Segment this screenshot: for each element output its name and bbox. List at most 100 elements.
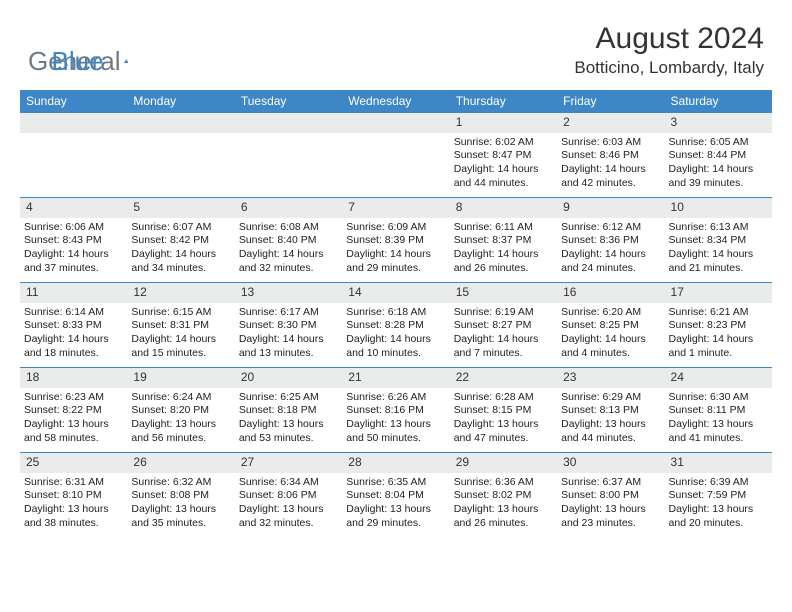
sunrise-line: Sunrise: 6:29 AM — [561, 391, 660, 405]
day-cell: 24 Sunrise: 6:30 AMSunset: 8:11 PMDayligh… — [665, 368, 772, 452]
daylight-line: Daylight: 14 hours and 7 minutes. — [454, 333, 553, 360]
sunrise-line: Sunrise: 6:25 AM — [239, 391, 338, 405]
sunset-line: Sunset: 8:43 PM — [24, 234, 123, 248]
daylight-line: Daylight: 14 hours and 32 minutes. — [239, 248, 338, 275]
sunset-line: Sunset: 8:40 PM — [239, 234, 338, 248]
sunrise-line: Sunrise: 6:09 AM — [346, 221, 445, 235]
daylight-line: Daylight: 14 hours and 4 minutes. — [561, 333, 660, 360]
sunset-line: Sunset: 8:04 PM — [346, 489, 445, 503]
day-number: 31 — [665, 453, 772, 473]
sunrise-line: Sunrise: 6:30 AM — [669, 391, 768, 405]
title-block: August 2024 Botticino, Lombardy, Italy — [574, 22, 764, 78]
day-cell: 25Sunrise: 6:31 AMSunset: 8:10 PMDayligh… — [20, 453, 127, 537]
daylight-line: Daylight: 13 hours and 41 minutes. — [669, 418, 768, 445]
day-cell: 6 Sunrise: 6:08 AMSunset: 8:40 PMDaylight… — [235, 198, 342, 282]
day-cell: 3Sunrise: 6:05 AMSunset: 8:44 PMDaylight… — [665, 113, 772, 197]
sunrise-line: Sunrise: 6:24 AM — [131, 391, 230, 405]
daylight-line: Daylight: 13 hours and 47 minutes. — [454, 418, 553, 445]
sunset-line: Sunset: 8:33 PM — [24, 319, 123, 333]
sunset-line: Sunset: 8:46 PM — [561, 149, 660, 163]
day-number: 22 — [450, 368, 557, 388]
daylight-line: Daylight: 13 hours and 29 minutes. — [346, 503, 445, 530]
sunset-line: Sunset: 8:02 PM — [454, 489, 553, 503]
daylight-line: Daylight: 14 hours and 26 minutes. — [454, 248, 553, 275]
day-cell: 16Sunrise: 6:20 AMSunset: 8:25 PMDayligh… — [557, 283, 664, 367]
daylight-line: Daylight: 14 hours and 10 minutes. — [346, 333, 445, 360]
day-number-empty — [235, 113, 342, 133]
day-cell: 1Sunrise: 6:02 AMSunset: 8:47 PMDaylight… — [450, 113, 557, 197]
day-cell: 10Sunrise: 6:13 AMSunset: 8:34 PMDayligh… — [665, 198, 772, 282]
day-number: 20 — [235, 368, 342, 388]
day-cell: 5Sunrise: 6:07 AMSunset: 8:42 PMDaylight… — [127, 198, 234, 282]
day-number: 8 — [450, 198, 557, 218]
day-number: 17 — [665, 283, 772, 303]
day-cell: 27Sunrise: 6:34 AMSunset: 8:06 PMDayligh… — [235, 453, 342, 537]
day-number: 2 — [557, 113, 664, 133]
daylight-line: Daylight: 14 hours and 24 minutes. — [561, 248, 660, 275]
day-number: 18 — [20, 368, 127, 388]
daylight-line: Daylight: 14 hours and 39 minutes. — [669, 163, 768, 190]
daylight-line: Daylight: 14 hours and 37 minutes. — [24, 248, 123, 275]
sunset-line: Sunset: 8:39 PM — [346, 234, 445, 248]
sunrise-line: Sunrise: 6:32 AM — [131, 476, 230, 490]
day-number: 6 — [235, 198, 342, 218]
daylight-line: Daylight: 14 hours and 1 minute. — [669, 333, 768, 360]
sunrise-line: Sunrise: 6:17 AM — [239, 306, 338, 320]
day-number: 24 — [665, 368, 772, 388]
sunrise-line: Sunrise: 6:26 AM — [346, 391, 445, 405]
daylight-line: Daylight: 13 hours and 20 minutes. — [669, 503, 768, 530]
sunset-line: Sunset: 8:30 PM — [239, 319, 338, 333]
day-cell: 18 Sunrise: 6:23 AMSunset: 8:22 PMDayligh… — [20, 368, 127, 452]
sunrise-line: Sunrise: 6:31 AM — [24, 476, 123, 490]
sunset-line: Sunset: 8:22 PM — [24, 404, 123, 418]
week-row: 1Sunrise: 6:02 AMSunset: 8:47 PMDaylight… — [20, 112, 772, 197]
page-header: General Blue August 2024 Botticino, Lomb… — [0, 0, 792, 84]
sunrise-line: Sunrise: 6:19 AM — [454, 306, 553, 320]
day-number: 28 — [342, 453, 449, 473]
day-number: 9 — [557, 198, 664, 218]
day-number: 10 — [665, 198, 772, 218]
day-cell: 31Sunrise: 6:39 AMSunset: 7:59 PMDayligh… — [665, 453, 772, 537]
day-cell: 20Sunrise: 6:25 AMSunset: 8:18 PMDayligh… — [235, 368, 342, 452]
calendar: SundayMondayTuesdayWednesdayThursdayFrid… — [20, 90, 772, 537]
day-number: 3 — [665, 113, 772, 133]
sunrise-line: Sunrise: 6:23 AM — [24, 391, 123, 405]
sunrise-line: Sunrise: 6:02 AM — [454, 136, 553, 150]
day-number: 23 — [557, 368, 664, 388]
sunset-line: Sunset: 7:59 PM — [669, 489, 768, 503]
logo-text-2: Blue — [52, 46, 104, 77]
day-cell: 30Sunrise: 6:37 AMSunset: 8:00 PMDayligh… — [557, 453, 664, 537]
sunset-line: Sunset: 8:08 PM — [131, 489, 230, 503]
day-number: 4 — [20, 198, 127, 218]
daylight-line: Daylight: 14 hours and 21 minutes. — [669, 248, 768, 275]
daylight-line: Daylight: 13 hours and 38 minutes. — [24, 503, 123, 530]
day-cell: 12Sunrise: 6:15 AMSunset: 8:31 PMDayligh… — [127, 283, 234, 367]
day-cell: 17Sunrise: 6:21 AMSunset: 8:23 PMDayligh… — [665, 283, 772, 367]
day-cell — [127, 113, 234, 197]
day-number-empty — [127, 113, 234, 133]
day-number: 15 — [450, 283, 557, 303]
day-cell: 28 Sunrise: 6:35 AMSunset: 8:04 PMDayligh… — [342, 453, 449, 537]
weekday-header: Monday — [127, 90, 234, 112]
sunset-line: Sunset: 8:27 PM — [454, 319, 553, 333]
day-number-empty — [20, 113, 127, 133]
sunset-line: Sunset: 8:31 PM — [131, 319, 230, 333]
sunset-line: Sunset: 8:47 PM — [454, 149, 553, 163]
day-number: 14 — [342, 283, 449, 303]
sunset-line: Sunset: 8:44 PM — [669, 149, 768, 163]
day-cell: 29Sunrise: 6:36 AMSunset: 8:02 PMDayligh… — [450, 453, 557, 537]
sunset-line: Sunset: 8:11 PM — [669, 404, 768, 418]
sunrise-line: Sunrise: 6:08 AM — [239, 221, 338, 235]
weekday-header: Thursday — [450, 90, 557, 112]
day-number: 13 — [235, 283, 342, 303]
month-title: August 2024 — [574, 22, 764, 56]
daylight-line: Daylight: 13 hours and 58 minutes. — [24, 418, 123, 445]
daylight-line: Daylight: 14 hours and 13 minutes. — [239, 333, 338, 360]
sunrise-line: Sunrise: 6:35 AM — [346, 476, 445, 490]
sunset-line: Sunset: 8:28 PM — [346, 319, 445, 333]
day-cell: 14Sunrise: 6:18 AMSunset: 8:28 PMDayligh… — [342, 283, 449, 367]
day-cell: 26Sunrise: 6:32 AMSunset: 8:08 PMDayligh… — [127, 453, 234, 537]
sunset-line: Sunset: 8:42 PM — [131, 234, 230, 248]
sunset-line: Sunset: 8:06 PM — [239, 489, 338, 503]
day-number: 26 — [127, 453, 234, 473]
